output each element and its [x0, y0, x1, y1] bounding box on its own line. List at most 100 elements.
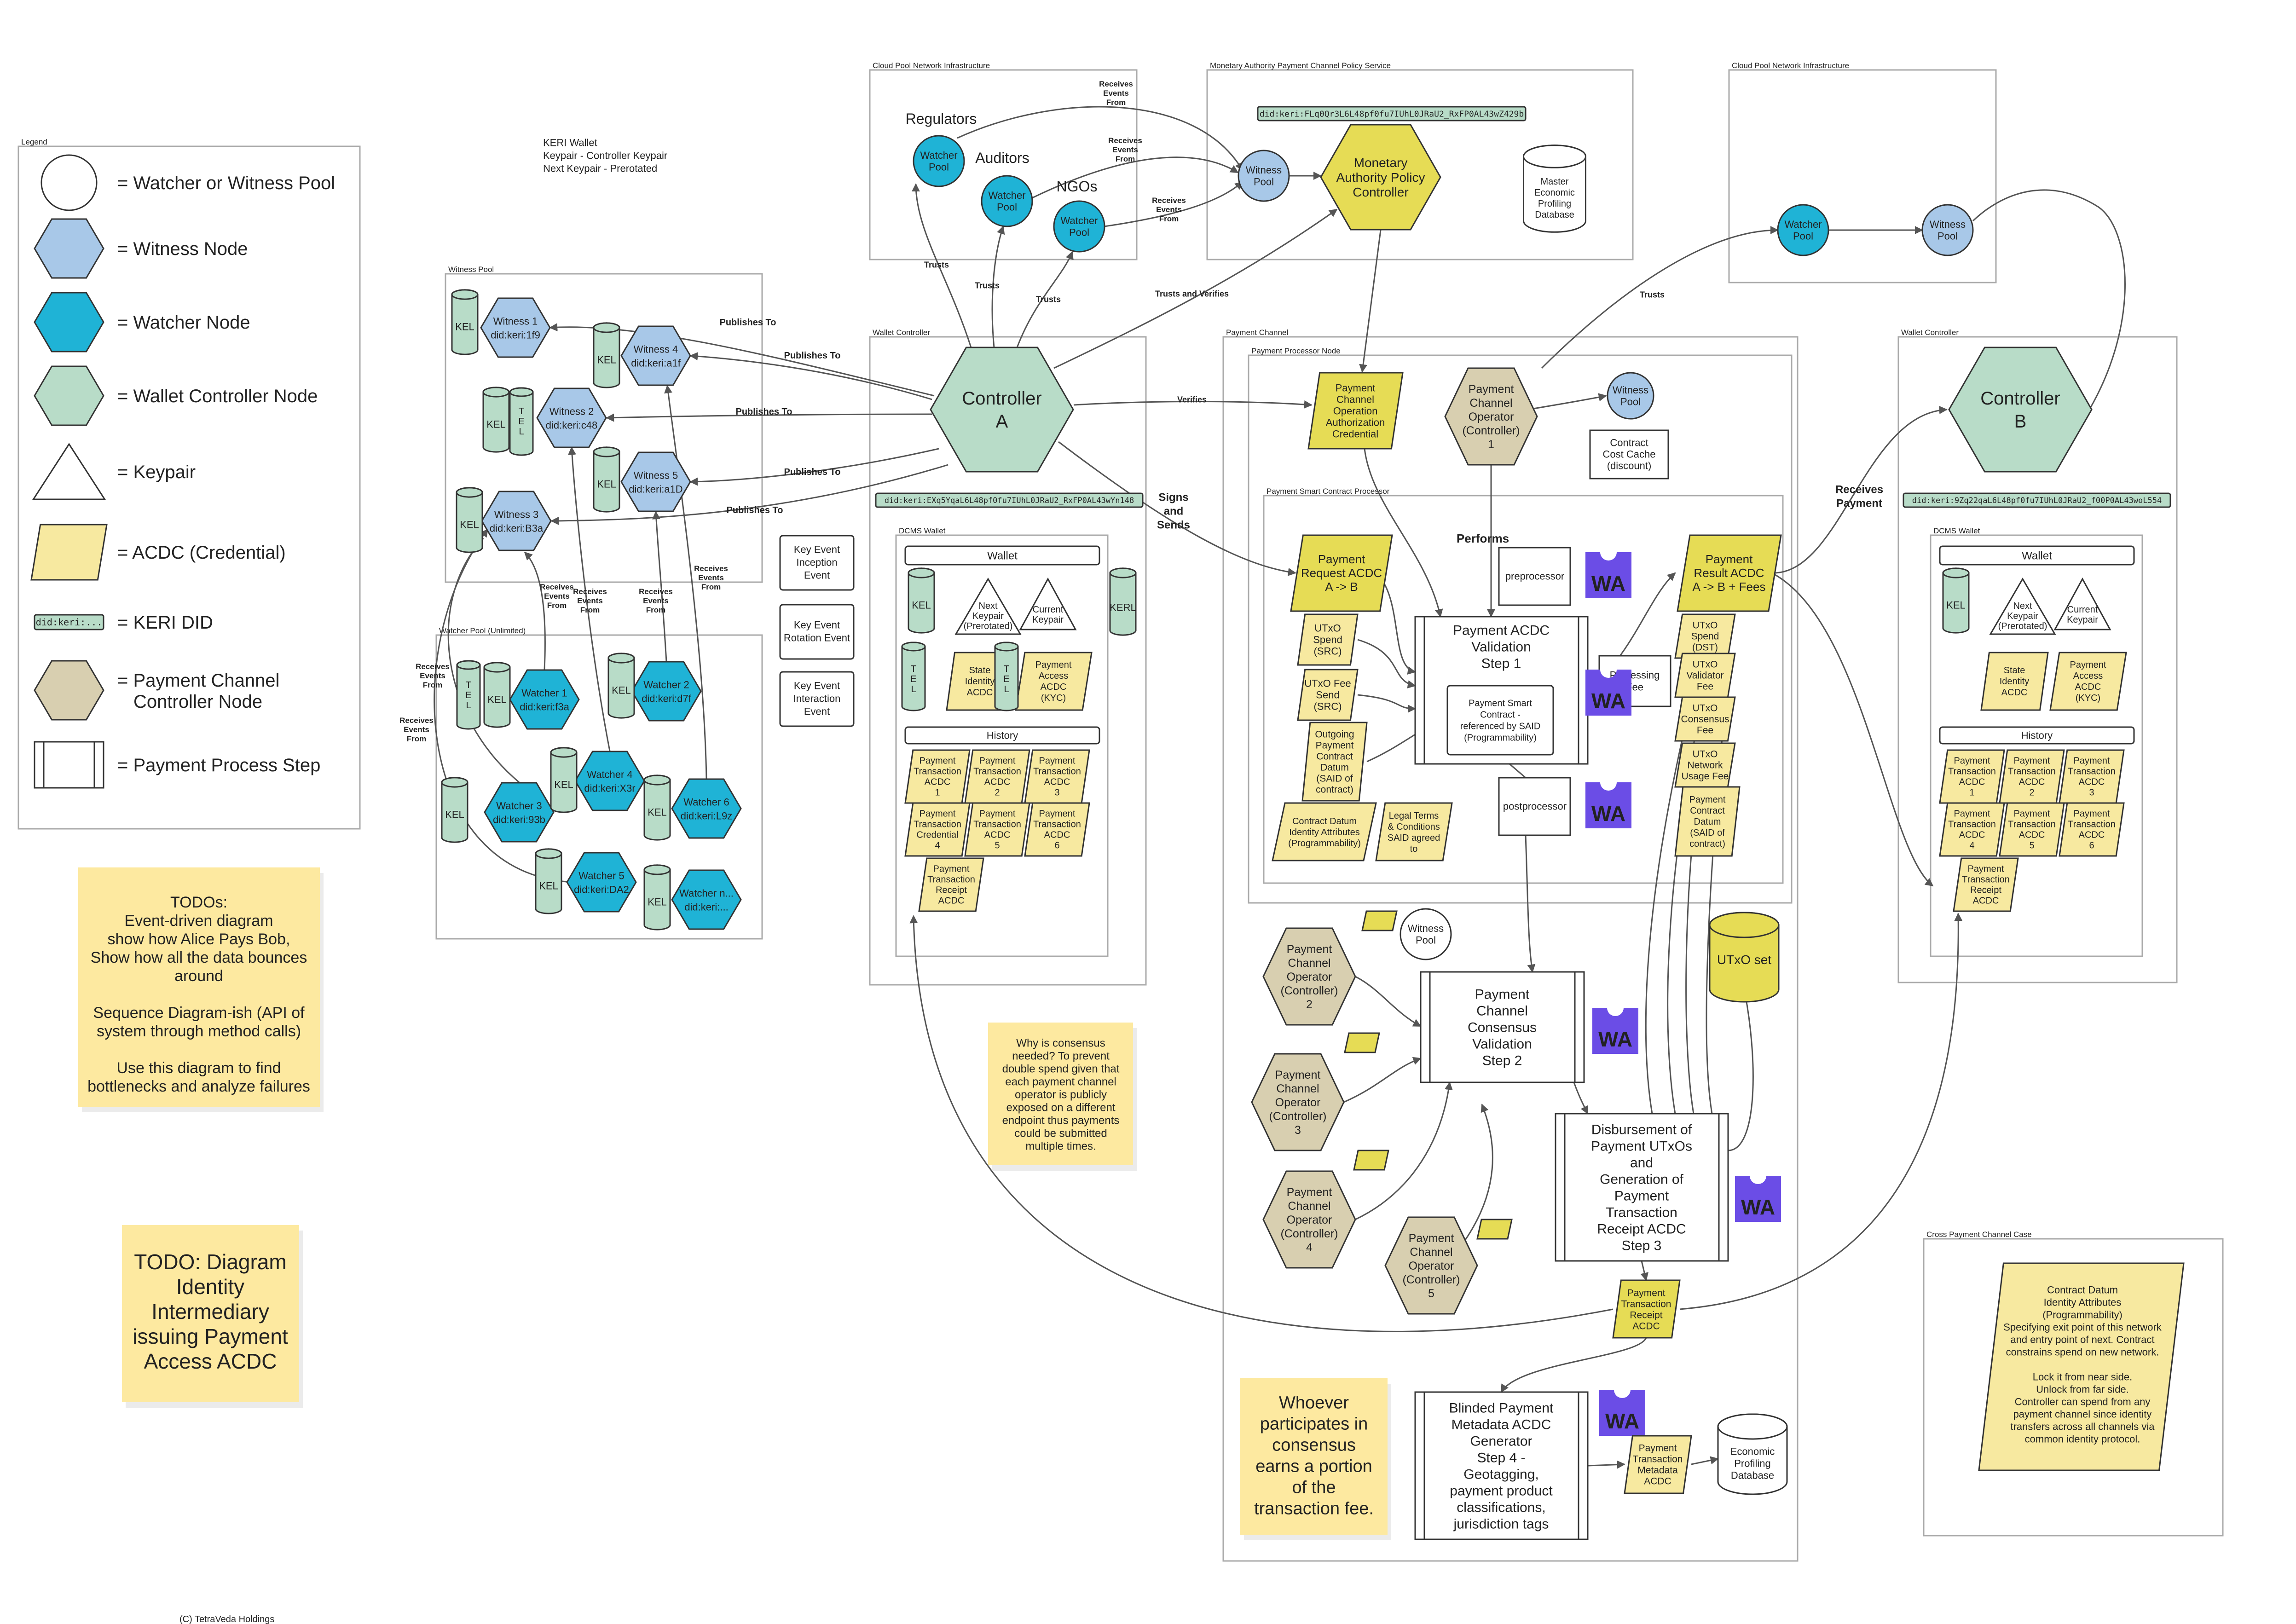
label-publishes-to: Publishes To	[736, 407, 792, 417]
dcms-wallet-a-box-title: DCMS Wallet	[899, 526, 946, 535]
history-item-label: Payment Transaction ACDC 2	[973, 756, 1021, 798]
wa-postprocessor: WA	[1585, 782, 1631, 828]
text-line: Events	[698, 573, 724, 582]
text-line: ACDC	[1041, 682, 1067, 692]
processor-witness-pool-label: Witness Pool	[1613, 384, 1648, 407]
text-line: Event	[804, 706, 830, 717]
text-line: = Witness Node	[117, 239, 248, 259]
text-line: Access	[2073, 671, 2103, 681]
edge-result-wallet-b	[1771, 572, 1934, 887]
operator-1	[1444, 367, 1538, 466]
text-line: bottlenecks and analyze failures	[87, 1078, 310, 1095]
kel-cylinder	[451, 289, 479, 355]
text-line: Payment	[1287, 943, 1332, 956]
watcher-name: Watcher 3	[496, 800, 542, 812]
text-line: Datum	[1320, 762, 1349, 773]
text-line: From	[423, 681, 443, 689]
text-line: Cloud Pool Network Infrastructure	[1732, 61, 1849, 70]
wallet-a-next-keypair	[954, 578, 1022, 635]
edge-watcher3	[447, 537, 520, 783]
wa-label: WA	[1605, 1409, 1639, 1433]
text-line: Cloud Pool Network Infrastructure	[873, 61, 990, 70]
cylinder-top	[441, 777, 468, 788]
text-line: Transaction	[1962, 875, 2010, 885]
text-line: Regulators	[906, 110, 977, 127]
text-line: preprocessor	[1505, 571, 1564, 582]
process-box	[1414, 1391, 1589, 1540]
text-line: Payment	[2070, 660, 2106, 670]
text-line: Payment	[2074, 756, 2110, 766]
key-event-label: Key Event Interaction Event	[793, 680, 841, 717]
witness-name: Witness 5	[634, 470, 678, 481]
wallet-b-payment-access-label: Payment Access ACDC (KYC)	[2070, 660, 2106, 703]
text-line: 4	[935, 841, 940, 851]
wa-label: WA	[1591, 802, 1625, 826]
text-line: Payment	[933, 864, 970, 874]
text-line: Watcher	[1784, 219, 1822, 230]
wallet-b-history-item	[1999, 802, 2065, 857]
operator-credential	[1361, 910, 1398, 931]
wa-metadata: WA	[1599, 1390, 1645, 1436]
cloud-pool-right-box-title: Cloud Pool Network Infrastructure	[1732, 61, 1849, 70]
text-line: Payment	[979, 809, 1016, 819]
edge-regulators-witness	[957, 106, 1243, 171]
edge-metadata-db	[1691, 1456, 1719, 1465]
postprocessor-box	[1498, 777, 1571, 836]
text-line: Result ACDC	[1694, 566, 1764, 580]
text-line: = Keypair	[117, 462, 196, 482]
text-line: show how Alice Pays Bob,	[108, 930, 290, 948]
text-line: DCMS Wallet	[899, 526, 946, 535]
text-line: Master	[1540, 177, 1568, 187]
payment-contract-datum-label: Payment Contract Datum (SAID of contract)	[1689, 795, 1726, 849]
edge-receipt-metadata	[1500, 1337, 1647, 1393]
label-receives-events: Receives Events From	[416, 662, 450, 689]
edge-publishes-w3	[550, 464, 948, 525]
watcher-did: did:keri:f3a	[520, 701, 569, 713]
text-line: ACDC	[1959, 830, 1985, 840]
dcms-wallet-b-box-title: DCMS Wallet	[1933, 526, 1980, 535]
text-line: L	[911, 684, 916, 694]
text-line: Witness 3	[494, 509, 539, 520]
watcher-did: did:keri:...	[684, 902, 728, 913]
text-line: Validation	[1471, 640, 1531, 655]
text-line: Payment	[1614, 1189, 1669, 1204]
consensus-witness-pool-label: Witness Pool	[1408, 923, 1444, 946]
text-line: Publishes To	[784, 351, 841, 361]
text-line: Events	[544, 592, 570, 601]
text-line: KERI Wallet	[543, 137, 597, 149]
text-line: Payment	[1706, 552, 1753, 566]
wallet-a-history-box	[904, 726, 1100, 745]
payment-metadata-label: Payment Transaction Metadata ACDC	[1633, 1443, 1683, 1486]
text-line: Economic	[1730, 1446, 1775, 1457]
contract-cost-cache-label: Contract Cost Cache (discount)	[1603, 437, 1656, 472]
watcher-name: Watcher 2	[643, 679, 689, 691]
controller-a-did	[875, 492, 1144, 508]
kel-label: KEL	[460, 519, 479, 531]
utxo-dst-spend-label: UTxO Spend (DST)	[1691, 620, 1719, 653]
text-line: Controller	[962, 388, 1041, 409]
contract-cost-cache	[1589, 429, 1669, 480]
label-receives-events: Receives Events From	[694, 564, 728, 591]
text-line: Watcher 1	[521, 688, 567, 699]
text-line: Transaction	[1948, 820, 1996, 830]
edge-receives-payment	[1771, 405, 1948, 574]
text-line: Witness 5	[634, 470, 678, 481]
controller-a-did-text: did:keri:EXq5YqaL6L48pf0fu7IUhL0JRaU2_Rx…	[885, 496, 1134, 505]
text-line: = KERI DID	[117, 613, 213, 633]
label-publishes-to: Publishes To	[784, 467, 841, 477]
text-line: Use this diagram to find	[116, 1059, 281, 1077]
text-line: Step 3	[1622, 1238, 1662, 1254]
text-line: ACDC	[967, 688, 993, 698]
master-economic-db-label: Master Economic Profiling Database	[1534, 177, 1575, 220]
payment-request-label: Payment Request ACDC A -> B	[1301, 552, 1382, 594]
text-line: Payment	[1039, 809, 1076, 819]
text-line: Database	[1731, 1470, 1774, 1481]
text-line: 1	[935, 788, 940, 798]
text-line: Profiling	[1734, 1458, 1770, 1469]
text-line: Identity Attributes	[1289, 827, 1359, 838]
wallet-a-payment-access	[1015, 652, 1093, 711]
text-line: Contract Datum	[1292, 816, 1357, 826]
text-line: KEL	[455, 321, 474, 333]
edge-signs-sends	[1058, 441, 1296, 576]
